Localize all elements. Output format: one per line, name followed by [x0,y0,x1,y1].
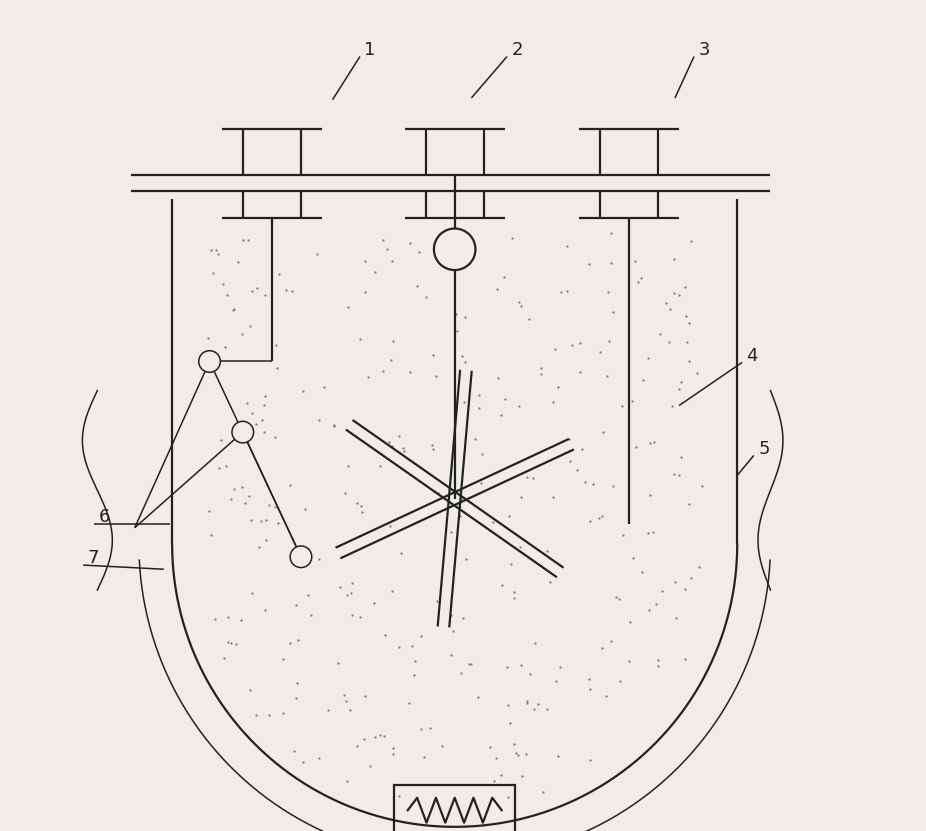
Circle shape [290,546,312,568]
Text: 6: 6 [98,508,109,526]
Bar [394,785,515,831]
Text: 5: 5 [758,440,770,458]
Circle shape [199,351,220,372]
Text: 7: 7 [87,549,99,568]
Circle shape [232,421,254,443]
Text: 1: 1 [364,41,376,59]
Text: 2: 2 [511,41,523,59]
Text: 3: 3 [698,41,709,59]
Text: 4: 4 [746,347,758,365]
Circle shape [434,229,475,270]
